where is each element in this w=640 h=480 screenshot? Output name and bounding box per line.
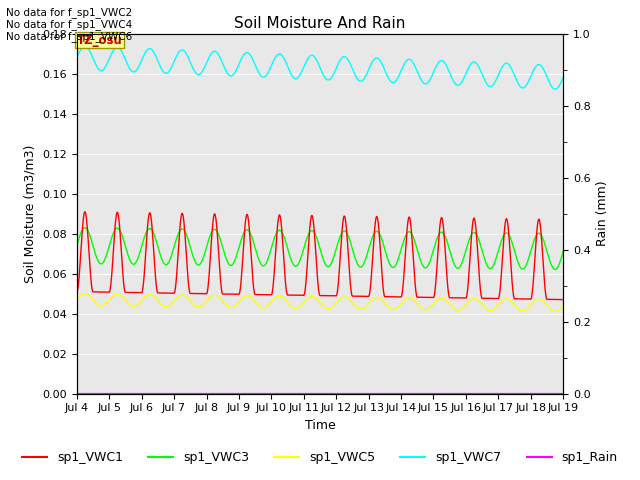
Text: No data for f_sp1_VWC2: No data for f_sp1_VWC2 xyxy=(6,7,132,18)
sp1_VWC5 xyxy=(396,303,403,309)
sp1_VWC1 xyxy=(170,290,177,296)
sp1_VWC3 xyxy=(551,266,559,272)
Legend: sp1_VWC1, sp1_VWC3, sp1_VWC5, sp1_VWC7, sp1_Rain: sp1_VWC1, sp1_VWC3, sp1_VWC5, sp1_VWC7, … xyxy=(17,446,623,469)
sp1_VWC7 xyxy=(73,55,81,60)
sp1_VWC3 xyxy=(73,243,81,249)
Text: TZ_osu: TZ_osu xyxy=(77,34,122,47)
sp1_VWC1 xyxy=(502,217,509,223)
sp1_VWC7 xyxy=(182,49,189,55)
sp1_VWC3 xyxy=(396,253,403,259)
sp1_VWC3 xyxy=(236,242,244,248)
sp1_VWC3 xyxy=(502,230,509,236)
sp1_VWC7 xyxy=(81,43,89,49)
Line: sp1_VWC1: sp1_VWC1 xyxy=(77,212,563,300)
sp1_Rain xyxy=(181,391,189,396)
sp1_VWC5 xyxy=(81,291,89,297)
Line: sp1_VWC5: sp1_VWC5 xyxy=(77,294,563,312)
sp1_Rain xyxy=(502,391,509,396)
sp1_Rain xyxy=(395,391,403,396)
sp1_VWC1 xyxy=(459,295,467,301)
sp1_VWC5 xyxy=(502,296,509,302)
sp1_VWC7 xyxy=(502,60,509,66)
sp1_VWC1 xyxy=(182,236,189,242)
Y-axis label: Soil Moisture (m3/m3): Soil Moisture (m3/m3) xyxy=(24,144,36,283)
sp1_Rain xyxy=(236,391,243,396)
Text: No data for f_sp1_VWC6: No data for f_sp1_VWC6 xyxy=(6,31,132,42)
sp1_Rain xyxy=(170,391,177,396)
sp1_VWC5 xyxy=(170,299,177,304)
Line: sp1_VWC7: sp1_VWC7 xyxy=(77,46,563,89)
sp1_VWC7 xyxy=(551,86,559,92)
sp1_VWC5 xyxy=(459,305,467,311)
sp1_VWC7 xyxy=(236,60,244,65)
sp1_Rain xyxy=(73,391,81,396)
sp1_VWC7 xyxy=(559,75,567,81)
sp1_VWC3 xyxy=(459,258,467,264)
sp1_VWC3 xyxy=(170,246,177,252)
sp1_VWC5 xyxy=(73,297,81,302)
sp1_VWC1 xyxy=(396,294,403,300)
sp1_VWC5 xyxy=(559,303,567,309)
X-axis label: Time: Time xyxy=(305,419,335,432)
sp1_VWC1 xyxy=(559,297,567,302)
sp1_VWC3 xyxy=(182,229,189,235)
sp1_VWC7 xyxy=(396,72,403,78)
Title: Soil Moisture And Rain: Soil Moisture And Rain xyxy=(234,16,406,31)
sp1_VWC5 xyxy=(182,293,189,299)
sp1_VWC5 xyxy=(551,309,559,314)
sp1_VWC5 xyxy=(236,298,244,303)
sp1_VWC1 xyxy=(236,289,244,295)
sp1_VWC1 xyxy=(81,209,89,215)
sp1_VWC1 xyxy=(73,288,81,294)
sp1_VWC3 xyxy=(81,225,89,230)
sp1_VWC3 xyxy=(559,249,567,254)
Line: sp1_VWC3: sp1_VWC3 xyxy=(77,228,563,269)
sp1_Rain xyxy=(459,391,467,396)
sp1_VWC7 xyxy=(459,77,467,83)
Text: No data for f_sp1_VWC4: No data for f_sp1_VWC4 xyxy=(6,19,132,30)
Y-axis label: Rain (mm): Rain (mm) xyxy=(596,181,609,246)
sp1_VWC7 xyxy=(170,60,177,66)
sp1_Rain xyxy=(559,391,567,396)
